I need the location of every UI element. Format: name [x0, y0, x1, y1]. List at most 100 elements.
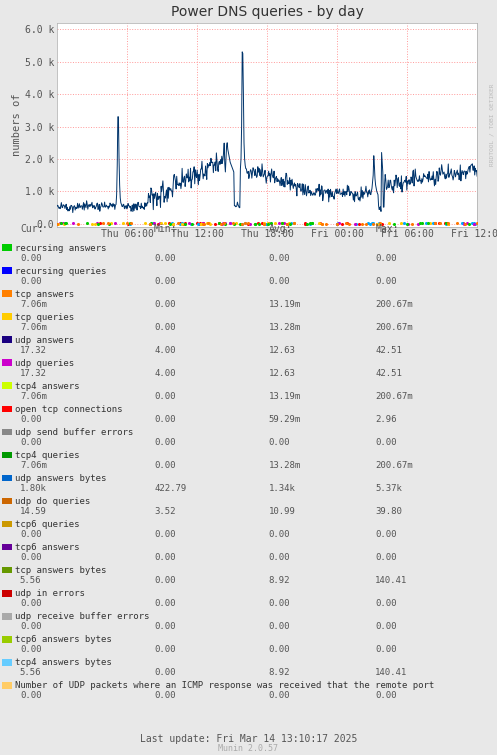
- Point: [333, 217, 341, 230]
- Point: [146, 217, 154, 230]
- Point: [285, 217, 293, 230]
- Point: [470, 217, 478, 230]
- Point: [215, 217, 223, 230]
- Text: Number of UDP packets where an ICMP response was received that the remote port: Number of UDP packets where an ICMP resp…: [15, 682, 434, 690]
- Text: 4.00: 4.00: [154, 369, 175, 378]
- Text: 0.00: 0.00: [154, 668, 175, 677]
- Point: [203, 217, 211, 230]
- Text: 0.00: 0.00: [154, 692, 175, 700]
- Point: [74, 217, 82, 230]
- Point: [91, 217, 99, 230]
- Point: [60, 217, 68, 230]
- Point: [180, 217, 188, 230]
- Point: [211, 217, 219, 230]
- Point: [220, 217, 228, 230]
- Point: [362, 217, 370, 230]
- Point: [251, 217, 259, 230]
- Point: [262, 217, 270, 230]
- Text: 0.00: 0.00: [154, 461, 175, 470]
- Text: recursing queries: recursing queries: [15, 267, 106, 276]
- Text: 0.00: 0.00: [20, 254, 41, 263]
- Point: [196, 217, 204, 230]
- Point: [431, 217, 439, 230]
- Text: 0.00: 0.00: [375, 530, 397, 539]
- Point: [199, 217, 207, 230]
- Point: [390, 217, 398, 230]
- Point: [255, 217, 263, 230]
- Text: 200.67m: 200.67m: [375, 300, 413, 309]
- Text: 1.34k: 1.34k: [268, 484, 295, 493]
- Point: [96, 217, 104, 230]
- Text: 17.32: 17.32: [20, 346, 47, 355]
- Point: [157, 217, 165, 230]
- Point: [176, 217, 184, 230]
- Point: [104, 217, 112, 230]
- Point: [149, 217, 157, 230]
- Point: [197, 217, 205, 230]
- Point: [244, 217, 252, 229]
- Point: [168, 217, 176, 230]
- Point: [260, 217, 268, 230]
- Text: 39.80: 39.80: [375, 507, 402, 516]
- Point: [221, 217, 229, 229]
- Point: [318, 217, 326, 230]
- Point: [309, 217, 317, 230]
- Text: tcp4 queries: tcp4 queries: [15, 451, 80, 460]
- Point: [278, 217, 286, 230]
- Point: [157, 217, 165, 230]
- Point: [369, 217, 377, 230]
- Text: 0.00: 0.00: [154, 438, 175, 447]
- Point: [200, 218, 208, 230]
- Point: [61, 217, 69, 229]
- Point: [369, 217, 377, 230]
- Point: [241, 217, 248, 230]
- Point: [238, 217, 246, 230]
- Point: [232, 217, 240, 230]
- Point: [404, 218, 412, 230]
- Text: 4.00: 4.00: [154, 346, 175, 355]
- Point: [119, 217, 127, 230]
- Point: [126, 217, 134, 230]
- Point: [385, 217, 393, 230]
- Point: [335, 217, 343, 230]
- Point: [180, 218, 188, 230]
- Point: [398, 217, 406, 230]
- Text: 2.96: 2.96: [375, 415, 397, 424]
- Point: [179, 217, 187, 230]
- Text: 7.06m: 7.06m: [20, 461, 47, 470]
- Text: 0.00: 0.00: [154, 599, 175, 608]
- Text: udp send buffer errors: udp send buffer errors: [15, 428, 133, 437]
- Point: [316, 217, 324, 230]
- Text: Cur:: Cur:: [20, 223, 43, 234]
- Text: 14.59: 14.59: [20, 507, 47, 516]
- Point: [174, 217, 182, 230]
- Point: [141, 217, 149, 230]
- Text: 0.00: 0.00: [375, 599, 397, 608]
- Text: 0.00: 0.00: [20, 646, 41, 654]
- Point: [194, 217, 202, 230]
- Point: [442, 217, 450, 230]
- Text: 0.00: 0.00: [20, 530, 41, 539]
- Point: [99, 217, 107, 230]
- Text: RRDTOOL / TOBI OETIKER: RRDTOOL / TOBI OETIKER: [490, 83, 495, 166]
- Text: 0.00: 0.00: [154, 392, 175, 401]
- Text: udp do queries: udp do queries: [15, 498, 90, 506]
- Text: 7.06m: 7.06m: [20, 323, 47, 331]
- Text: 0.00: 0.00: [154, 415, 175, 424]
- Text: 42.51: 42.51: [375, 346, 402, 355]
- Point: [358, 217, 366, 230]
- Text: 0.00: 0.00: [20, 692, 41, 700]
- Point: [217, 217, 225, 230]
- Text: 0.00: 0.00: [154, 646, 175, 654]
- Point: [206, 218, 214, 230]
- Point: [301, 217, 309, 230]
- Point: [280, 217, 288, 230]
- Point: [94, 217, 102, 230]
- Point: [287, 217, 295, 230]
- Point: [303, 217, 311, 230]
- Text: 0.00: 0.00: [268, 254, 290, 263]
- Point: [368, 217, 376, 229]
- Point: [246, 217, 254, 230]
- Text: 17.32: 17.32: [20, 369, 47, 378]
- Point: [315, 217, 323, 230]
